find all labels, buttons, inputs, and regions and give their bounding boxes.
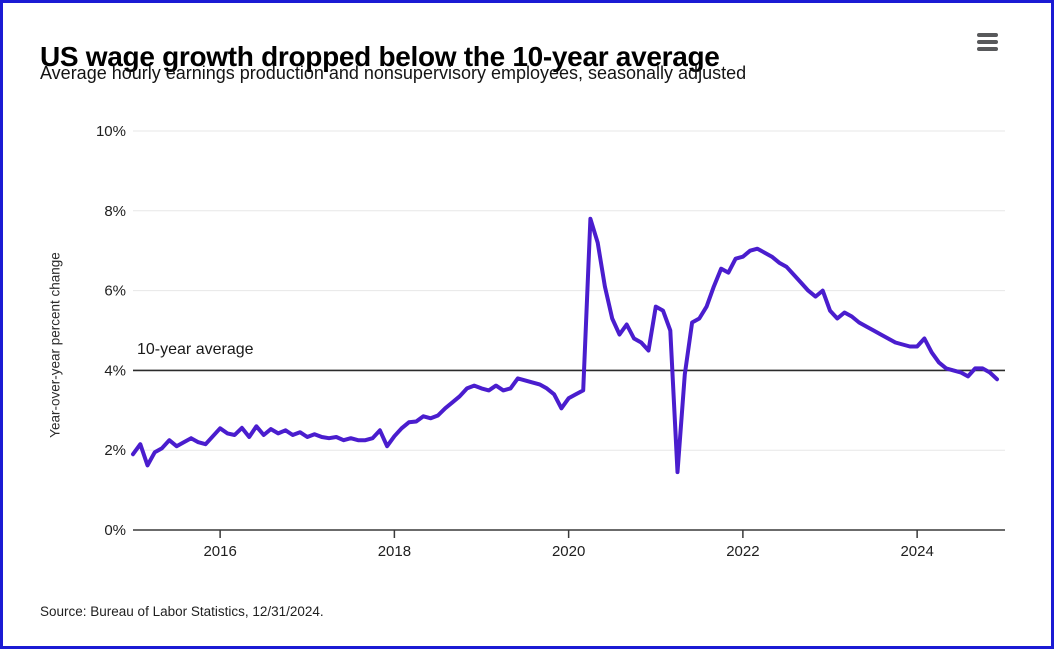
svg-text:2022: 2022: [726, 543, 759, 560]
svg-text:8%: 8%: [104, 203, 126, 220]
page-title: US wage growth dropped below the 10-year…: [40, 40, 720, 72]
hamburger-icon: [977, 47, 998, 51]
svg-text:2018: 2018: [378, 543, 411, 560]
svg-text:2%: 2%: [104, 442, 126, 459]
svg-text:6%: 6%: [104, 283, 126, 300]
hamburger-icon: [977, 33, 998, 37]
svg-text:2024: 2024: [900, 543, 933, 560]
hamburger-icon: [977, 40, 998, 44]
svg-text:2016: 2016: [203, 543, 236, 560]
menu-button[interactable]: [974, 29, 1002, 55]
source-note: Source: Bureau of Labor Statistics, 12/3…: [40, 604, 324, 619]
ten-year-average-label: 10-year average: [137, 341, 254, 358]
svg-text:2020: 2020: [552, 543, 585, 560]
page-subtitle: Average hourly earnings production and n…: [40, 63, 747, 83]
svg-text:0%: 0%: [104, 522, 126, 539]
svg-text:4%: 4%: [104, 362, 126, 379]
svg-text:10%: 10%: [96, 123, 126, 140]
